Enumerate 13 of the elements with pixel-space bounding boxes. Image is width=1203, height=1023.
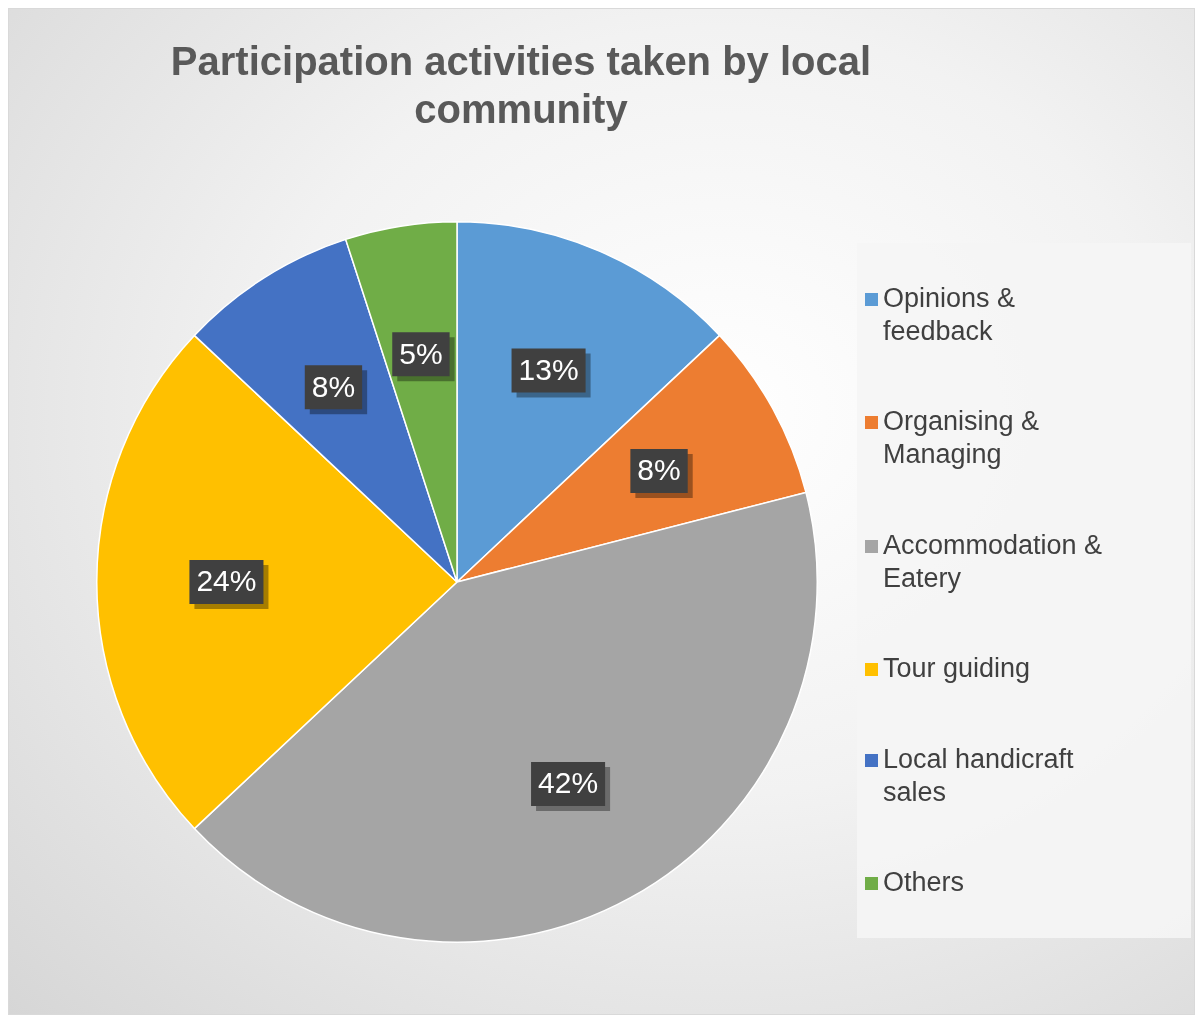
data-label: 8%: [637, 453, 681, 487]
data-label: 5%: [399, 336, 443, 370]
legend-label: Others: [883, 866, 965, 900]
legend-label: Organising & Managing: [883, 405, 1041, 472]
slice-label: Accommodation & Eatery: [883, 528, 1104, 595]
data-label: 8%: [311, 369, 356, 403]
data-label: 42%: [538, 766, 599, 800]
legend-label: Opinions & feedback: [883, 281, 1017, 348]
data-label: 13%: [518, 352, 579, 386]
legend-label: Local handicraft sales: [883, 742, 1075, 809]
chart-title: Participation activities taken by local community: [169, 38, 873, 133]
data-label: 24%: [196, 564, 257, 598]
legend-label: Tour guiding: [883, 652, 1031, 686]
